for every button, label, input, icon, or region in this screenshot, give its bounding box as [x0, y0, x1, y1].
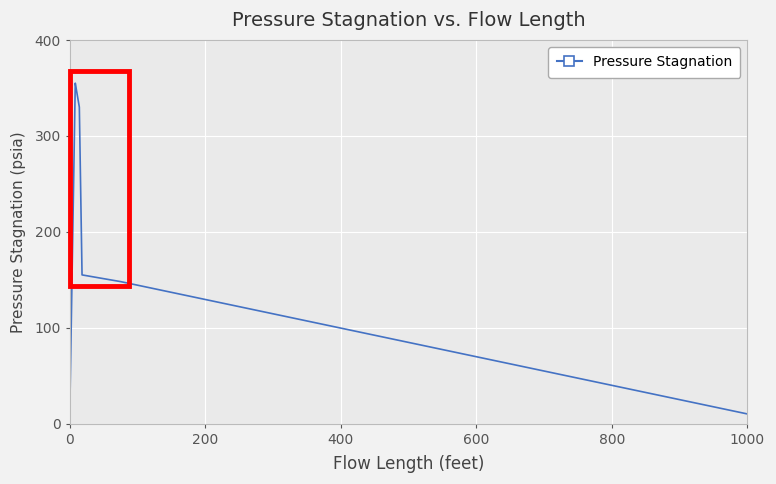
Bar — [70, 71, 130, 287]
Title: Pressure Stagnation vs. Flow Length: Pressure Stagnation vs. Flow Length — [232, 11, 585, 30]
Y-axis label: Pressure Stagnation (psia): Pressure Stagnation (psia) — [11, 131, 26, 333]
X-axis label: Flow Length (feet): Flow Length (feet) — [333, 455, 484, 473]
Legend: Pressure Stagnation: Pressure Stagnation — [549, 47, 740, 77]
